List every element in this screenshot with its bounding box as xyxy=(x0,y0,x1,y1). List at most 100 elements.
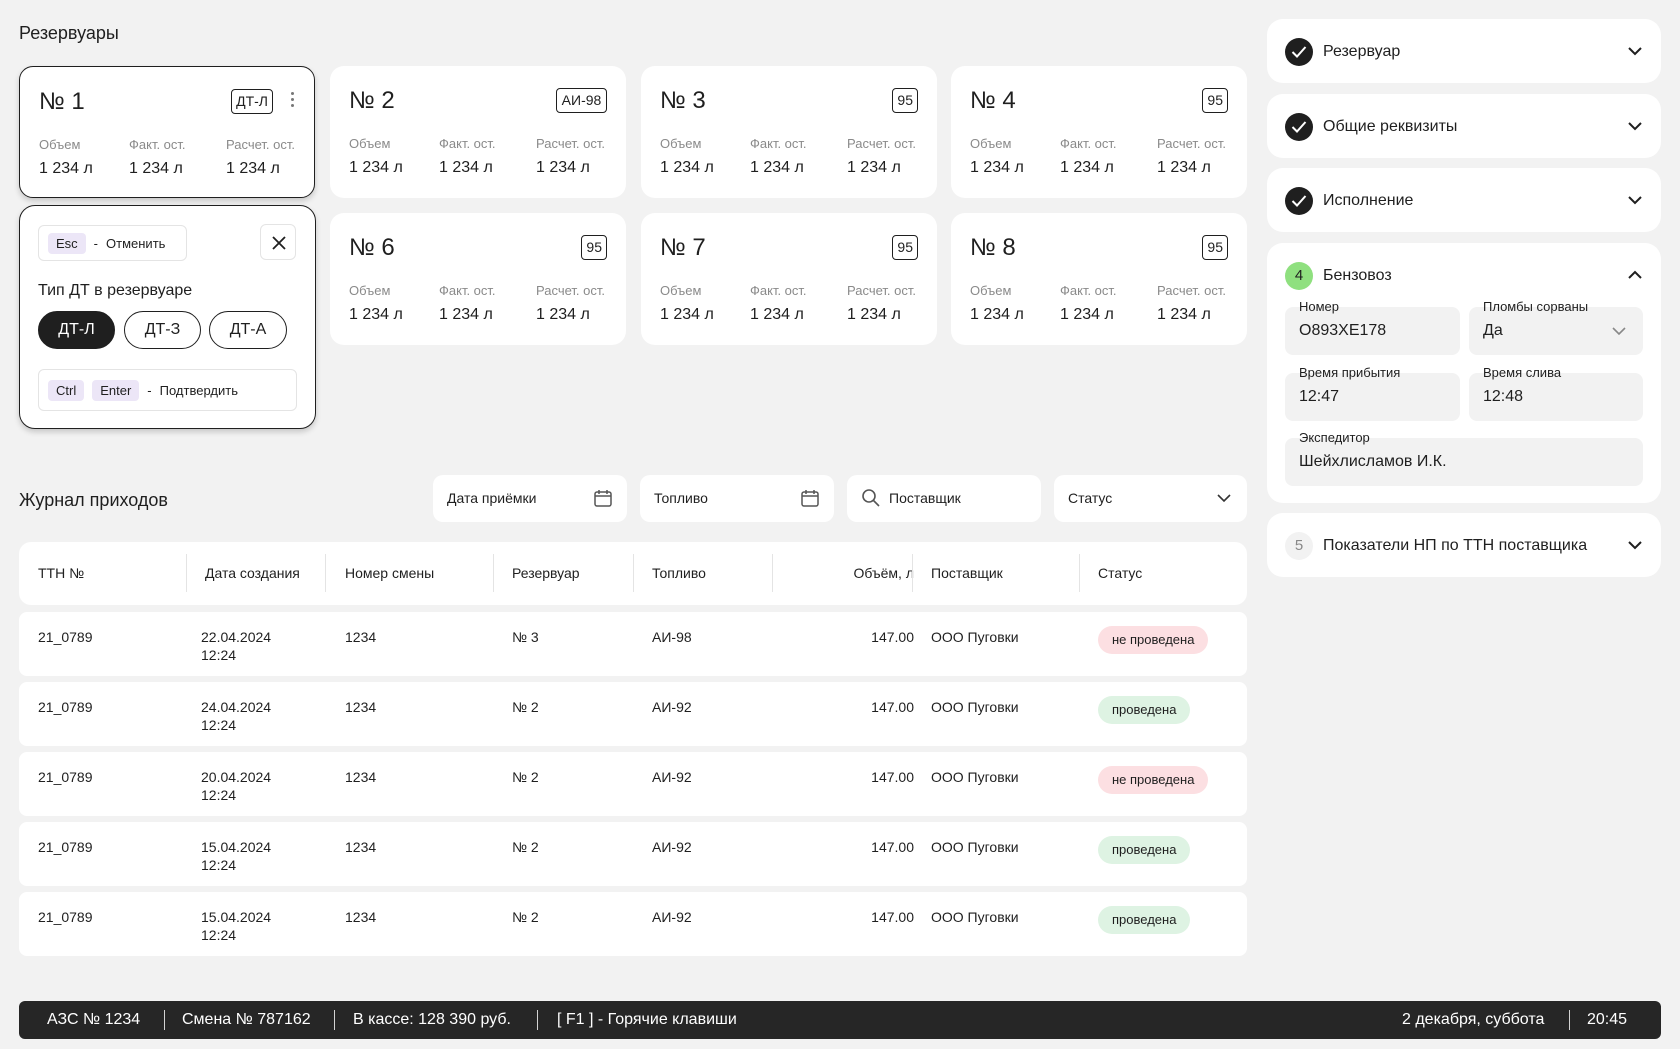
cell-date-time: 12:24 xyxy=(201,857,237,873)
table-row[interactable]: 21_0789 15.04.2024 12:24 1234 № 2 АИ-92 … xyxy=(19,822,1247,886)
cell-volume: 147.00 xyxy=(871,909,914,925)
calc-value: 1 234 л xyxy=(536,306,590,323)
tank-name: № 6 xyxy=(349,234,395,261)
drain-time-field[interactable]: 12:48 xyxy=(1469,373,1643,421)
actual-value: 1 234 л xyxy=(129,160,183,177)
col-fuel[interactable]: Топливо xyxy=(652,565,706,581)
tank-card[interactable]: № 3 95 Объем 1 234 л Факт. ост. 1 234 л … xyxy=(641,66,937,198)
section-supplier-indicators[interactable]: 5 Показатели НП по ТТН поставщика xyxy=(1267,513,1661,577)
confirm-hint[interactable]: Ctrl Enter - Подтвердить xyxy=(38,369,297,411)
fuel-option-dta[interactable]: ДТ-А xyxy=(209,311,287,349)
col-created[interactable]: Дата создания xyxy=(205,565,300,581)
drain-time-value: 12:48 xyxy=(1483,388,1524,405)
forwarder-field[interactable]: Шейхлисламов И.К. xyxy=(1285,438,1643,486)
fuel-option-dtl[interactable]: ДТ-Л xyxy=(38,311,115,349)
col-status[interactable]: Статус xyxy=(1098,565,1143,581)
table-row[interactable]: 21_0789 24.04.2024 12:24 1234 № 2 АИ-92 … xyxy=(19,682,1247,746)
cell-tank: № 2 xyxy=(512,909,539,925)
fuel-badge: 95 xyxy=(892,88,918,113)
tank-card[interactable]: № 2 АИ-98 Объем 1 234 л Факт. ост. 1 234… xyxy=(330,66,626,198)
truck-number-label: Номер xyxy=(1299,299,1340,314)
more-options-icon[interactable] xyxy=(291,92,295,108)
cell-date: 15.04.2024 12:24 xyxy=(201,908,271,944)
actual-stat: Факт. ост. 1 234 л xyxy=(750,136,807,177)
section-execution[interactable]: Исполнение xyxy=(1267,168,1661,232)
section-requisites[interactable]: Общие реквизиты xyxy=(1267,94,1661,158)
calendar-icon xyxy=(801,490,819,507)
actual-stat: Факт. ост. 1 234 л xyxy=(439,283,496,324)
fuel-badge: 95 xyxy=(581,235,607,260)
cancel-hint[interactable]: Esc - Отменить xyxy=(38,225,187,261)
hint-dash: - xyxy=(147,382,152,398)
col-shift[interactable]: Номер смены xyxy=(345,565,435,581)
supplier-search[interactable]: Поставщик xyxy=(847,475,1041,522)
cell-supplier: ООО Пуговки xyxy=(931,839,1019,855)
tank-card[interactable]: № 6 95 Объем 1 234 л Факт. ост. 1 234 л … xyxy=(330,213,626,345)
seals-label: Пломбы сорваны xyxy=(1483,299,1589,314)
arrival-time-field[interactable]: 12:47 xyxy=(1285,373,1460,421)
chevron-down-icon[interactable] xyxy=(1627,120,1643,132)
calc-stat: Расчет. ост. 1 234 л xyxy=(1157,283,1226,324)
status-badge: не проведена xyxy=(1098,626,1209,654)
col-ttn[interactable]: ТТН № xyxy=(38,565,85,581)
status-filter[interactable]: Статус xyxy=(1054,475,1247,522)
calc-value: 1 234 л xyxy=(847,306,901,323)
cell-ttn: 21_0789 xyxy=(38,629,93,645)
cell-date: 22.04.2024 12:24 xyxy=(201,628,271,664)
tank-card[interactable]: № 4 95 Объем 1 234 л Факт. ост. 1 234 л … xyxy=(951,66,1247,198)
tank-card[interactable]: № 1 ДТ-Л Объем 1 234 л Факт. ост. 1 234 … xyxy=(19,66,315,198)
chevron-down-icon[interactable] xyxy=(1627,539,1643,551)
date-filter[interactable]: Дата приёмки xyxy=(433,475,627,522)
cell-volume: 147.00 xyxy=(871,629,914,645)
tank-name: № 7 xyxy=(660,234,706,261)
cancel-label: Отменить xyxy=(106,235,166,251)
tank-name: № 2 xyxy=(349,87,395,114)
actual-stat: Факт. ост. 1 234 л xyxy=(750,283,807,324)
table-header: ТТН № Дата создания Номер смены Резервуа… xyxy=(19,542,1247,605)
table-row[interactable]: 21_0789 20.04.2024 12:24 1234 № 2 АИ-92 … xyxy=(19,752,1247,816)
station-label: АЗС № 1234 xyxy=(47,1011,141,1028)
calc-stat: Расчет. ост. 1 234 л xyxy=(536,283,605,324)
fuel-badge: АИ-98 xyxy=(556,88,607,113)
col-supplier[interactable]: Поставщик xyxy=(931,565,1003,581)
cash-label: В кассе: 128 390 руб. xyxy=(353,1011,511,1028)
col-volume[interactable]: Объём, л xyxy=(853,565,914,581)
close-icon xyxy=(272,236,286,250)
fuel-option-dtz[interactable]: ДТ-З xyxy=(124,311,201,349)
tank-card[interactable]: № 8 95 Объем 1 234 л Факт. ост. 1 234 л … xyxy=(951,213,1247,345)
forwarder-value: Шейхлисламов И.К. xyxy=(1299,453,1447,470)
supplier-search-placeholder: Поставщик xyxy=(889,490,961,506)
close-button[interactable] xyxy=(260,224,296,260)
calc-label: Расчет. ост. xyxy=(847,136,916,151)
chevron-down-icon[interactable] xyxy=(1627,45,1643,57)
cell-tank: № 2 xyxy=(512,699,539,715)
col-tank[interactable]: Резервуар xyxy=(512,565,580,581)
chevron-up-icon[interactable] xyxy=(1627,269,1643,281)
cell-shift: 1234 xyxy=(345,769,377,785)
tank-card[interactable]: № 7 95 Объем 1 234 л Факт. ост. 1 234 л … xyxy=(641,213,937,345)
fuel-badge: ДТ-Л xyxy=(231,89,273,114)
volume-value: 1 234 л xyxy=(660,306,714,323)
section-tank[interactable]: Резервуар xyxy=(1267,19,1661,83)
truck-number-field[interactable]: О893ХЕ178 xyxy=(1285,307,1460,355)
fuel-filter[interactable]: Топливо xyxy=(640,475,834,522)
table-row[interactable]: 21_0789 22.04.2024 12:24 1234 № 3 АИ-98 … xyxy=(19,612,1247,676)
hotkeys-hint[interactable]: [ F1 ] - Горячие клавиши xyxy=(557,1011,737,1028)
actual-label: Факт. ост. xyxy=(1060,283,1117,298)
table-row[interactable]: 21_0789 15.04.2024 12:24 1234 № 2 АИ-92 … xyxy=(19,892,1247,956)
hint-dash: - xyxy=(93,235,99,251)
chevron-down-icon[interactable] xyxy=(1627,194,1643,206)
volume-value: 1 234 л xyxy=(349,306,403,323)
tank-name: № 4 xyxy=(970,87,1016,114)
chevron-down-icon xyxy=(1217,494,1231,503)
step-number: 4 xyxy=(1285,262,1313,290)
section-truck-label: Бензовоз xyxy=(1323,267,1392,284)
cell-date: 20.04.2024 12:24 xyxy=(201,768,271,804)
actual-value: 1 234 л xyxy=(1060,159,1114,176)
arrival-time-value: 12:47 xyxy=(1299,388,1340,405)
section-truck-header[interactable]: 4 Бензовоз xyxy=(1285,261,1392,291)
actual-value: 1 234 л xyxy=(439,306,493,323)
seals-select[interactable]: Да xyxy=(1469,307,1643,355)
volume-value: 1 234 л xyxy=(970,159,1024,176)
fuel-filter-label: Топливо xyxy=(654,490,708,506)
